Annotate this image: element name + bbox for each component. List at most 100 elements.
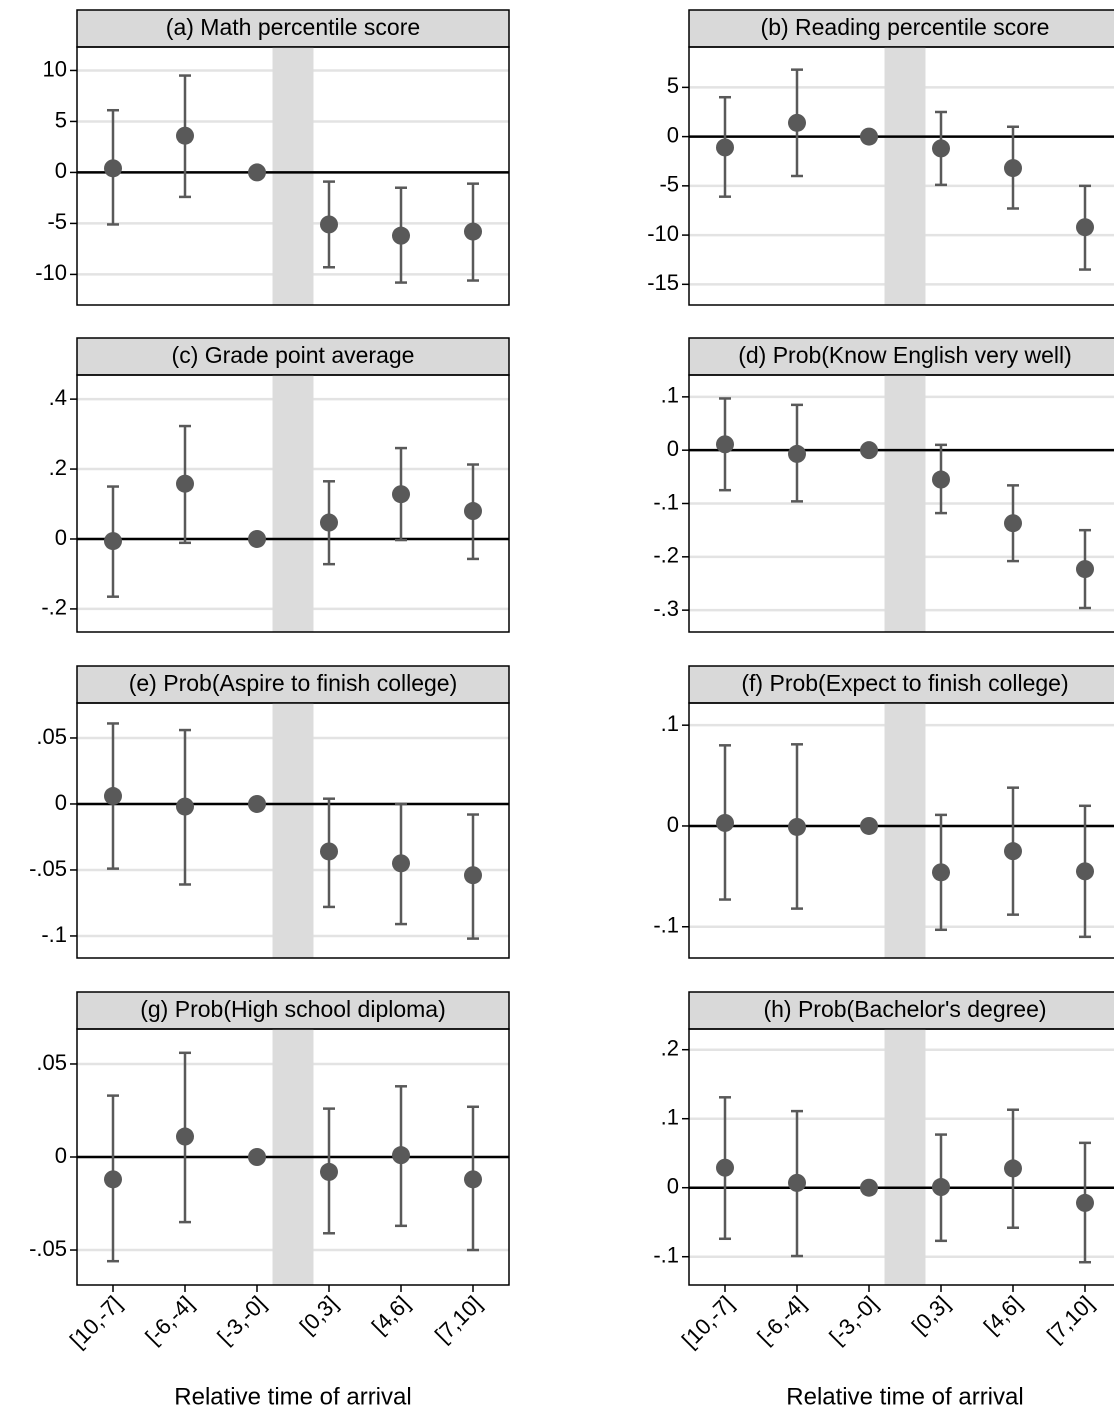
point (788, 1173, 806, 1192)
panel: (a) Math percentile score 10 5 0 -5 -10 (35, 9, 510, 306)
panel: (b) Reading percentile score 5 0 -5 -10 -15 (647, 9, 1114, 306)
x-axis-label: Relative time of arrival (786, 1383, 1023, 1410)
point (1004, 1159, 1022, 1178)
panel: (g) Prob(High school diploma) .05 0 -.05 [10… (29, 991, 510, 1410)
point (104, 532, 122, 551)
x-tick-label: [-6,-4] (752, 1291, 810, 1349)
y-tick-label: 0 (667, 122, 679, 147)
point (1076, 1193, 1094, 1212)
point (464, 222, 482, 241)
arrival-band (884, 1029, 926, 1285)
point (788, 817, 806, 836)
panel-title: (c) Grade point average (172, 342, 415, 368)
point (464, 502, 482, 521)
y-tick-label: -.3 (653, 596, 679, 621)
y-tick-label: .2 (49, 455, 67, 480)
panel-title: (b) Reading percentile score (761, 14, 1050, 40)
panel-title: (d) Prob(Know English very well) (738, 342, 1072, 368)
panel: (f) Prob(Expect to finish college) .1 0 -.1 (653, 665, 1114, 959)
point (932, 139, 950, 158)
panel: (e) Prob(Aspire to finish college) .05 0 -.… (29, 665, 510, 959)
point (464, 866, 482, 885)
point (176, 474, 194, 493)
point (176, 1127, 194, 1146)
y-tick-label: .4 (49, 385, 67, 410)
y-tick-label: 0 (55, 1143, 67, 1168)
point (320, 842, 338, 861)
y-tick-label: 5 (55, 107, 67, 132)
y-tick-label: 0 (55, 790, 67, 815)
point (716, 435, 734, 454)
x-tick-label: [-3,-0] (212, 1291, 270, 1349)
x-tick-label: [10,-7] (65, 1291, 127, 1353)
point (320, 513, 338, 532)
point (104, 1170, 122, 1189)
arrival-band (884, 703, 926, 958)
panel-title: (f) Prob(Expect to finish college) (741, 670, 1068, 696)
x-axis-label: Relative time of arrival (174, 1383, 411, 1410)
y-tick-label: -15 (647, 270, 679, 295)
point (1076, 862, 1094, 881)
y-tick-label: .1 (661, 711, 679, 736)
point (392, 485, 410, 504)
y-tick-label: -10 (35, 260, 67, 285)
x-tick-label: [4,6] (979, 1291, 1027, 1339)
y-tick-label: -.2 (41, 595, 67, 620)
y-tick-label: -.05 (29, 1236, 67, 1261)
y-tick-label: 0 (667, 436, 679, 461)
y-tick-label: -10 (647, 221, 679, 246)
point (104, 159, 122, 178)
x-tick-label: [-6,-4] (140, 1291, 198, 1349)
y-tick-label: -.05 (29, 856, 67, 881)
y-tick-label: 0 (55, 158, 67, 183)
point (932, 863, 950, 882)
x-tick-label: [4,6] (367, 1291, 415, 1339)
y-tick-label: 10 (43, 56, 67, 81)
point (716, 813, 734, 832)
panel: (h) Prob(Bachelor's degree) .2 .1 0 -.1 [10,-… (653, 991, 1114, 1410)
point (392, 1146, 410, 1165)
point (1004, 514, 1022, 533)
point (176, 797, 194, 816)
x-tick-label: [7,10] (1042, 1291, 1099, 1348)
arrival-band (272, 703, 314, 958)
y-tick-label: .1 (661, 383, 679, 408)
point (716, 1158, 734, 1177)
point (248, 529, 266, 548)
y-tick-label: -.1 (653, 913, 679, 938)
point (860, 816, 878, 835)
y-tick-label: -.2 (653, 543, 679, 568)
point (1004, 842, 1022, 861)
point (788, 444, 806, 463)
point (860, 127, 878, 146)
y-tick-label: -.1 (653, 1243, 679, 1268)
point (320, 1162, 338, 1181)
panel-title: (h) Prob(Bachelor's degree) (763, 996, 1046, 1022)
y-tick-label: 0 (667, 1174, 679, 1199)
plot-frame (76, 374, 510, 633)
point (392, 854, 410, 873)
y-tick-label: .05 (36, 724, 67, 749)
y-tick-label: -5 (659, 172, 679, 197)
point (788, 113, 806, 132)
y-tick-label: 0 (667, 812, 679, 837)
point (248, 1148, 266, 1166)
panel-title: (g) Prob(High school diploma) (140, 996, 446, 1022)
plot-frame (688, 702, 1114, 959)
x-tick-label: [7,10] (430, 1291, 487, 1348)
y-tick-label: -5 (47, 209, 67, 234)
point (248, 794, 266, 813)
plot-frame (688, 374, 1114, 633)
point (1076, 560, 1094, 579)
panel-header (76, 337, 510, 376)
plot-frame (688, 1028, 1114, 1286)
plot-frame (688, 46, 1114, 306)
point (464, 1170, 482, 1189)
panel: (c) Grade point average .4 .2 0 -.2 (41, 337, 510, 633)
x-tick-label: [0,3] (907, 1291, 955, 1339)
point (860, 441, 878, 460)
plot-frame (76, 1028, 510, 1286)
plot-frame (76, 702, 510, 959)
arrival-band (272, 375, 314, 632)
